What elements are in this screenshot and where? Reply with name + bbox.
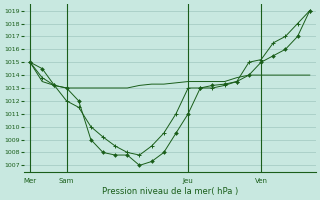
X-axis label: Pression niveau de la mer( hPa ): Pression niveau de la mer( hPa )	[102, 187, 238, 196]
